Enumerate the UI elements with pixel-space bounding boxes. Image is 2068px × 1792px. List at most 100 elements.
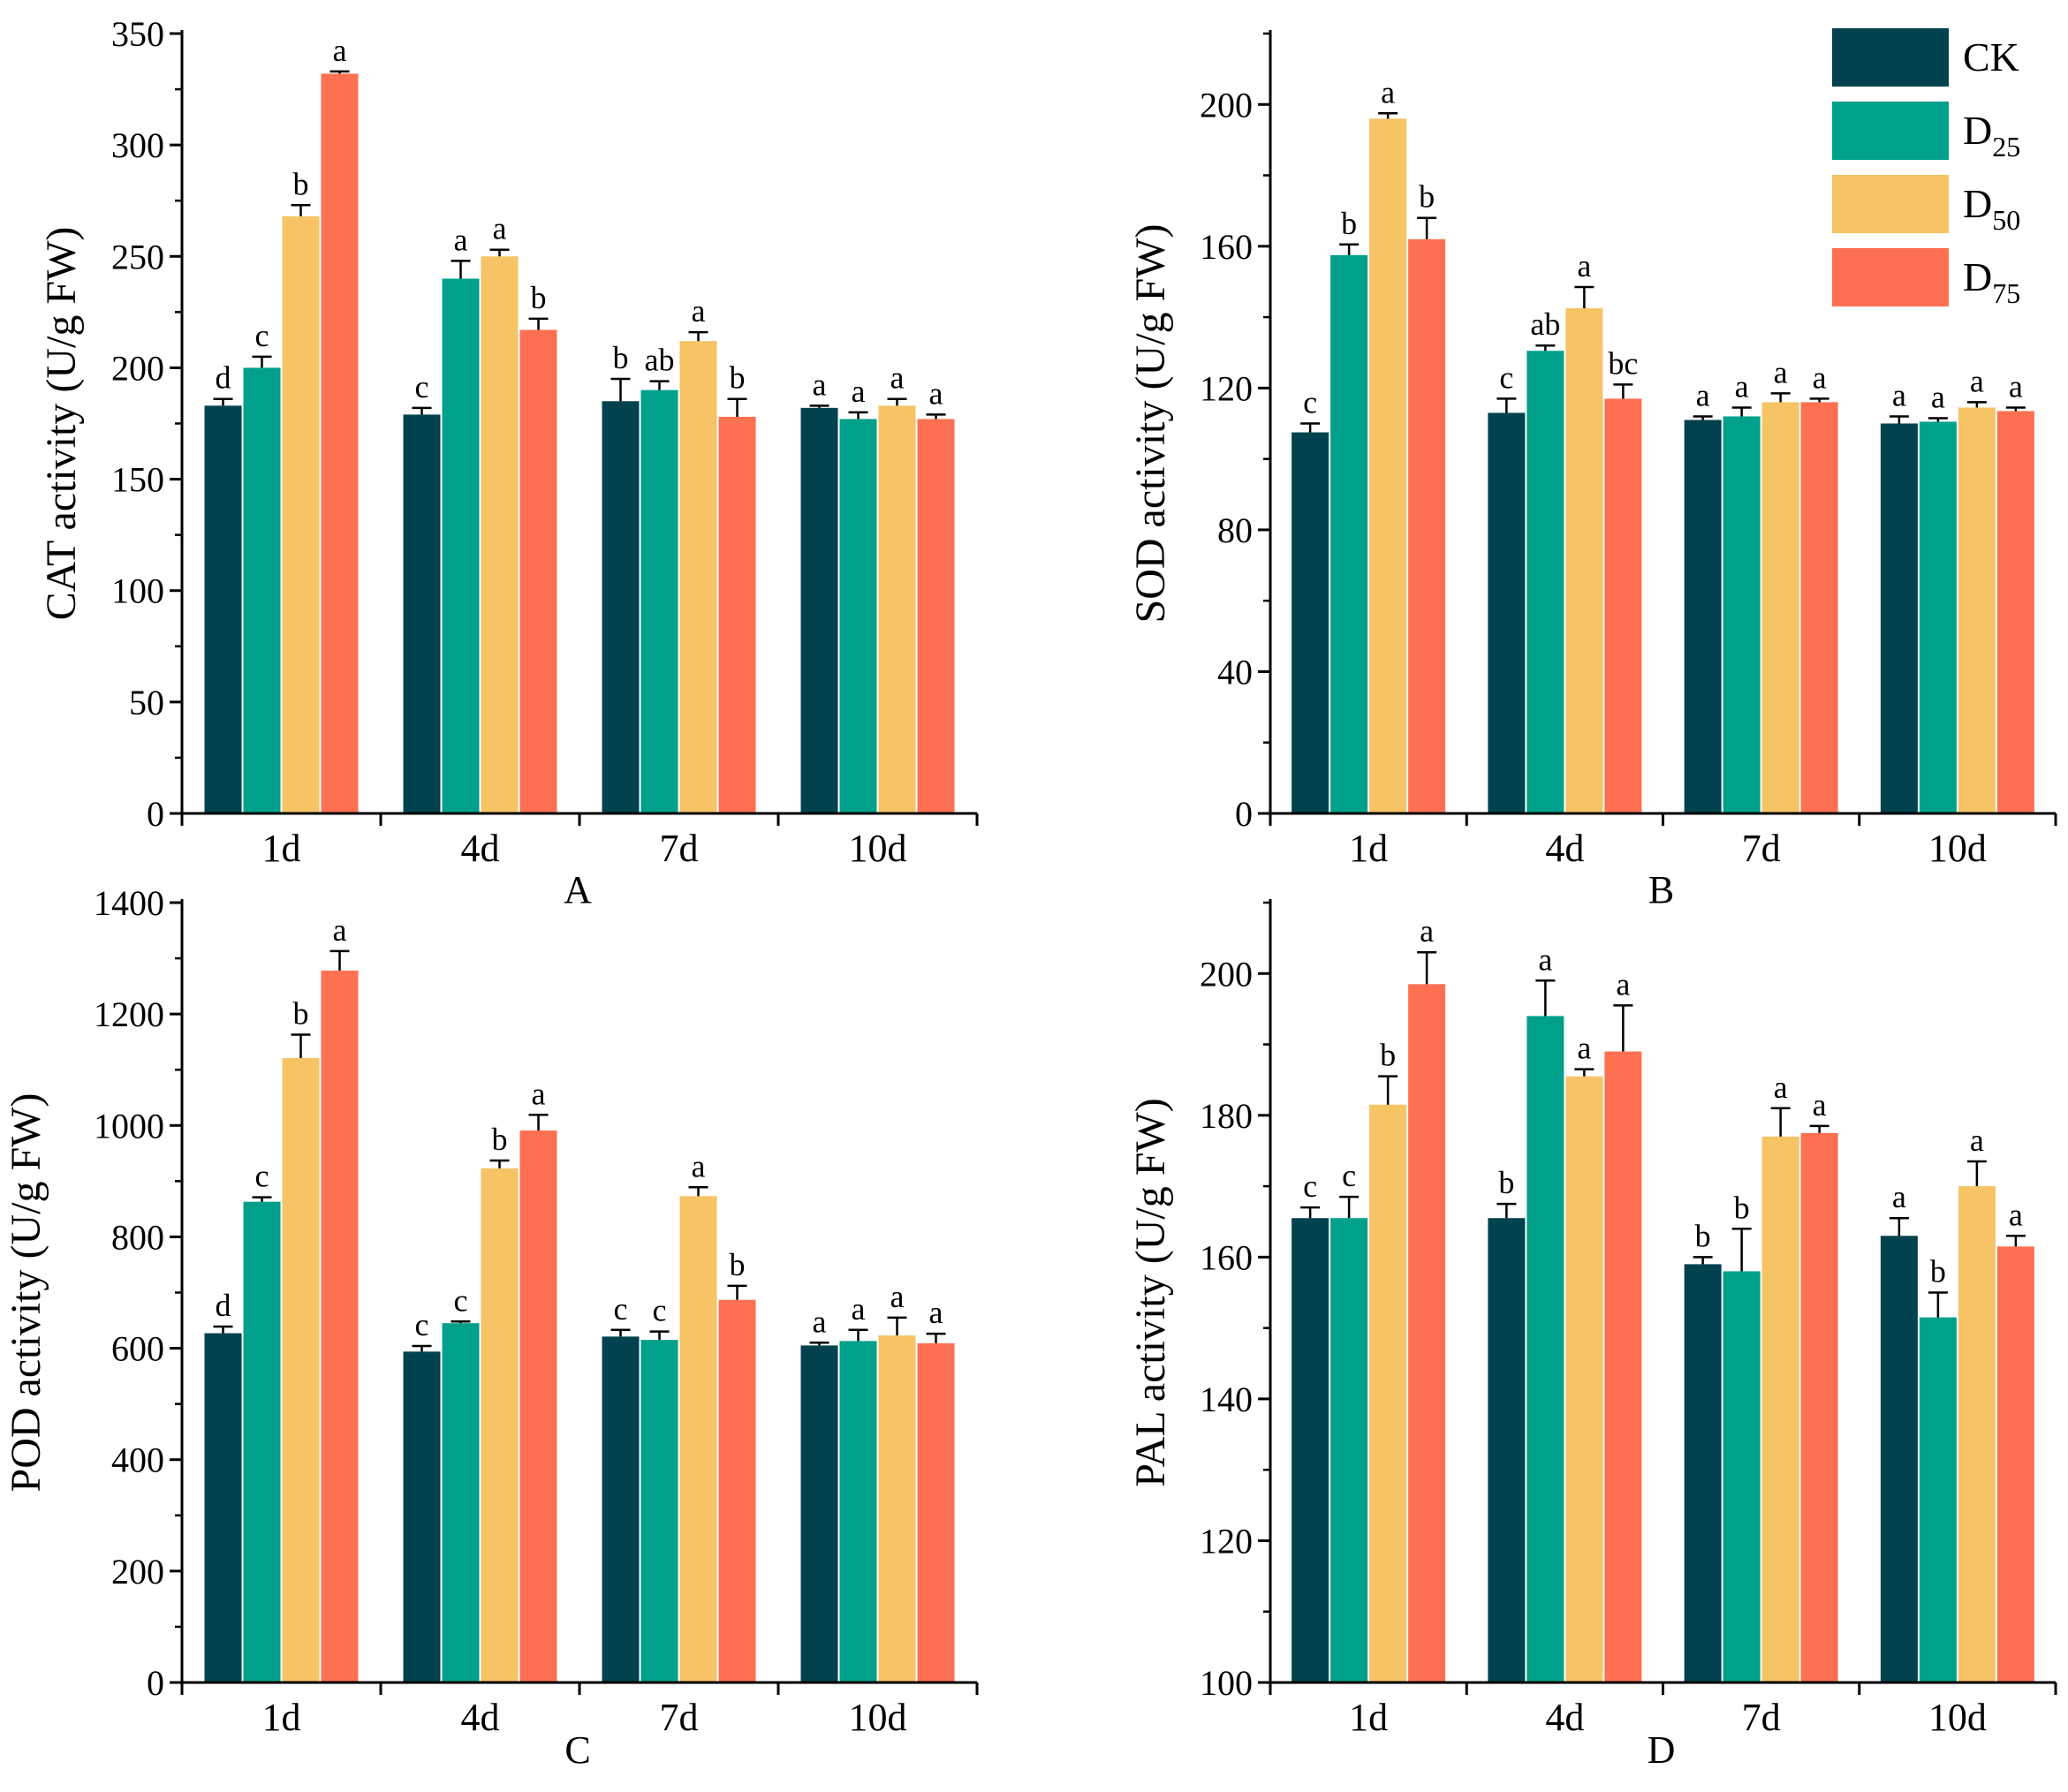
bar — [1684, 1264, 1722, 1682]
significance-letter: a — [1381, 74, 1395, 110]
bar — [1958, 407, 1996, 813]
bar — [1488, 1218, 1526, 1682]
significance-letter: b — [730, 360, 746, 396]
significance-letter: c — [653, 1293, 667, 1328]
bar — [917, 1342, 955, 1682]
significance-letter: a — [1931, 379, 1945, 414]
bar — [1800, 1132, 1838, 1682]
legend-swatch — [1832, 102, 1949, 160]
significance-letter: c — [614, 1291, 628, 1327]
significance-letter: b — [1419, 179, 1435, 215]
bar — [282, 1057, 320, 1682]
y-tick-label: 50 — [129, 683, 164, 722]
bar — [1723, 1271, 1761, 1682]
bar — [204, 1333, 242, 1682]
bar — [243, 367, 281, 813]
bar — [1408, 984, 1446, 1682]
significance-letter: b — [293, 166, 309, 201]
legend: CK D25 D50 D75 — [1832, 28, 2020, 309]
significance-letter: a — [1892, 377, 1906, 412]
x-tick-label: 4d — [1545, 827, 1584, 870]
x-tick-label: 4d — [1545, 1696, 1584, 1739]
bar — [519, 1130, 557, 1682]
y-axis-label: CAT activity (U/g FW) — [38, 227, 85, 621]
x-tick-label: 7d — [660, 827, 699, 870]
y-tick-label: 0 — [147, 794, 164, 834]
bar — [640, 389, 678, 813]
y-axis-label: POD activity (U/g FW) — [3, 1093, 49, 1493]
bar — [204, 405, 242, 813]
bar — [1880, 423, 1918, 813]
significance-letter: a — [813, 367, 827, 402]
y-tick-label: 80 — [1217, 510, 1253, 550]
y-tick-label: 1000 — [94, 1106, 164, 1146]
significance-letter: c — [1499, 359, 1513, 395]
significance-letter: a — [2009, 368, 2023, 404]
y-tick-label: 200 — [111, 348, 164, 388]
y-tick-label: 100 — [1200, 1663, 1253, 1703]
significance-letter: bc — [1608, 345, 1638, 381]
x-tick-label: 10d — [849, 827, 907, 870]
bar — [1330, 254, 1368, 813]
significance-letter: a — [2009, 1197, 2023, 1232]
significance-letter: b — [1380, 1038, 1396, 1073]
bar — [1880, 1236, 1918, 1682]
panel-label: D — [1648, 1728, 1676, 1772]
significance-letter: a — [1616, 966, 1630, 1002]
significance-letter: a — [493, 211, 507, 246]
significance-letter: a — [1774, 354, 1788, 389]
bar — [800, 1345, 838, 1682]
y-tick-label: 300 — [111, 125, 164, 165]
significance-letter: c — [255, 318, 269, 353]
x-tick-label: 1d — [1349, 1696, 1388, 1739]
y-tick-label: 40 — [1217, 652, 1253, 692]
significance-letter: c — [454, 1282, 468, 1318]
y-tick-label: 250 — [111, 237, 164, 276]
bar — [602, 401, 640, 813]
bar — [282, 215, 320, 814]
y-tick-label: 400 — [111, 1440, 164, 1480]
significance-letter: b — [613, 340, 629, 375]
x-tick-label: 1d — [262, 1696, 301, 1739]
bar — [718, 1299, 756, 1682]
x-tick-label: 10d — [1928, 827, 1987, 870]
bar — [481, 1168, 519, 1682]
legend-label: CK — [1963, 34, 2019, 79]
y-tick-label: 160 — [1200, 1237, 1253, 1277]
bar — [1919, 1317, 1957, 1682]
y-tick-label: 600 — [111, 1329, 164, 1369]
legend-item: CK — [1832, 28, 2019, 87]
x-tick-label: 10d — [1928, 1696, 1987, 1739]
y-tick-label: 120 — [1200, 368, 1253, 408]
significance-letter: a — [333, 912, 347, 948]
legend-item: D50 — [1832, 175, 2020, 236]
y-tick-label: 120 — [1200, 1521, 1253, 1561]
bar — [1684, 420, 1722, 813]
significance-letter: c — [255, 1159, 269, 1194]
x-tick-label: 7d — [1742, 827, 1781, 870]
legend-item: D75 — [1832, 248, 2020, 309]
bar — [321, 73, 359, 813]
bar — [1330, 1218, 1368, 1682]
x-tick-label: 4d — [461, 1696, 500, 1739]
bar — [1369, 1104, 1407, 1682]
bar — [602, 1336, 640, 1682]
significance-letter: b — [1930, 1254, 1946, 1289]
y-tick-label: 150 — [111, 460, 164, 500]
bar — [718, 416, 756, 813]
significance-letter: a — [1420, 913, 1434, 949]
bar — [1526, 351, 1564, 813]
bar — [1919, 421, 1957, 813]
bar — [1565, 308, 1603, 813]
panel-label: A — [564, 868, 592, 911]
bar — [442, 278, 480, 813]
y-tick-label: 180 — [1200, 1096, 1253, 1136]
significance-letter: a — [333, 33, 347, 68]
bar — [442, 1323, 480, 1682]
bar — [839, 1341, 877, 1682]
bar — [243, 1201, 281, 1682]
panel-label: B — [1648, 868, 1674, 911]
